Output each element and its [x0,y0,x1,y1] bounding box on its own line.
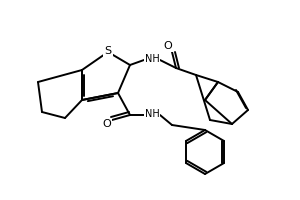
Text: O: O [164,41,172,51]
Text: O: O [103,119,111,129]
Text: NH: NH [145,54,159,64]
Text: NH: NH [145,109,159,119]
Text: S: S [104,46,112,56]
